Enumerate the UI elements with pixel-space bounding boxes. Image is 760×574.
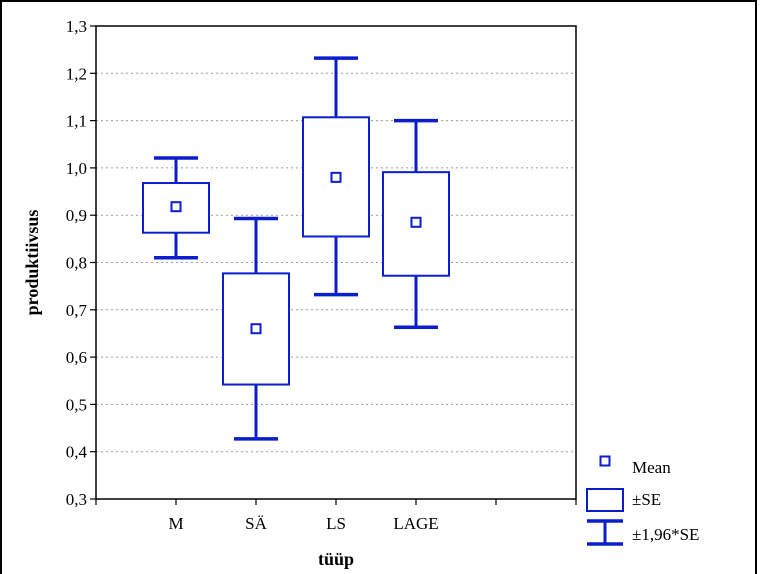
mean-marker bbox=[410, 216, 422, 228]
legend-label: Mean bbox=[632, 458, 671, 477]
y-axis: 0,3 0,4 0,5 0,6 0,7 0,8 0,9 1,0 1,1 1,2 1,3 bbox=[66, 17, 96, 509]
y-tick-label: 1,0 bbox=[66, 159, 87, 178]
x-tick-label: SÄ bbox=[245, 514, 267, 533]
y-tick-label: 0,8 bbox=[66, 254, 87, 273]
mean-marker bbox=[330, 171, 342, 183]
y-axis-title: produktiivsus bbox=[22, 210, 42, 316]
legend-label: ±SE bbox=[632, 490, 661, 509]
legend-se-symbol bbox=[586, 488, 624, 512]
y-tick-label: 1,3 bbox=[66, 17, 87, 36]
x-tick-label: M bbox=[168, 514, 183, 533]
legend-mean-symbol bbox=[599, 455, 611, 467]
y-tick-label: 0,9 bbox=[66, 206, 87, 225]
x-tick-label: LS bbox=[326, 514, 346, 533]
plot-marks bbox=[142, 56, 450, 441]
x-axis-title: tüüp bbox=[318, 549, 354, 569]
legend-label: ±1,96*SE bbox=[632, 525, 699, 544]
y-tick-label: 0,3 bbox=[66, 490, 87, 509]
x-axis: M SÄ LS LAGE bbox=[95, 499, 577, 533]
x-tick-label: LAGE bbox=[393, 514, 438, 533]
y-tick-label: 0,4 bbox=[66, 443, 88, 462]
mean-marker bbox=[170, 201, 182, 213]
y-tick-label: 0,5 bbox=[66, 395, 87, 414]
y-tick-label: 1,2 bbox=[66, 64, 87, 83]
y-tick-label: 1,1 bbox=[66, 112, 87, 131]
legend: Mean ±SE ±1,96*SE bbox=[586, 455, 699, 546]
mean-marker bbox=[250, 323, 262, 335]
y-tick-label: 0,7 bbox=[66, 301, 88, 320]
y-tick-label: 0,6 bbox=[66, 348, 87, 367]
